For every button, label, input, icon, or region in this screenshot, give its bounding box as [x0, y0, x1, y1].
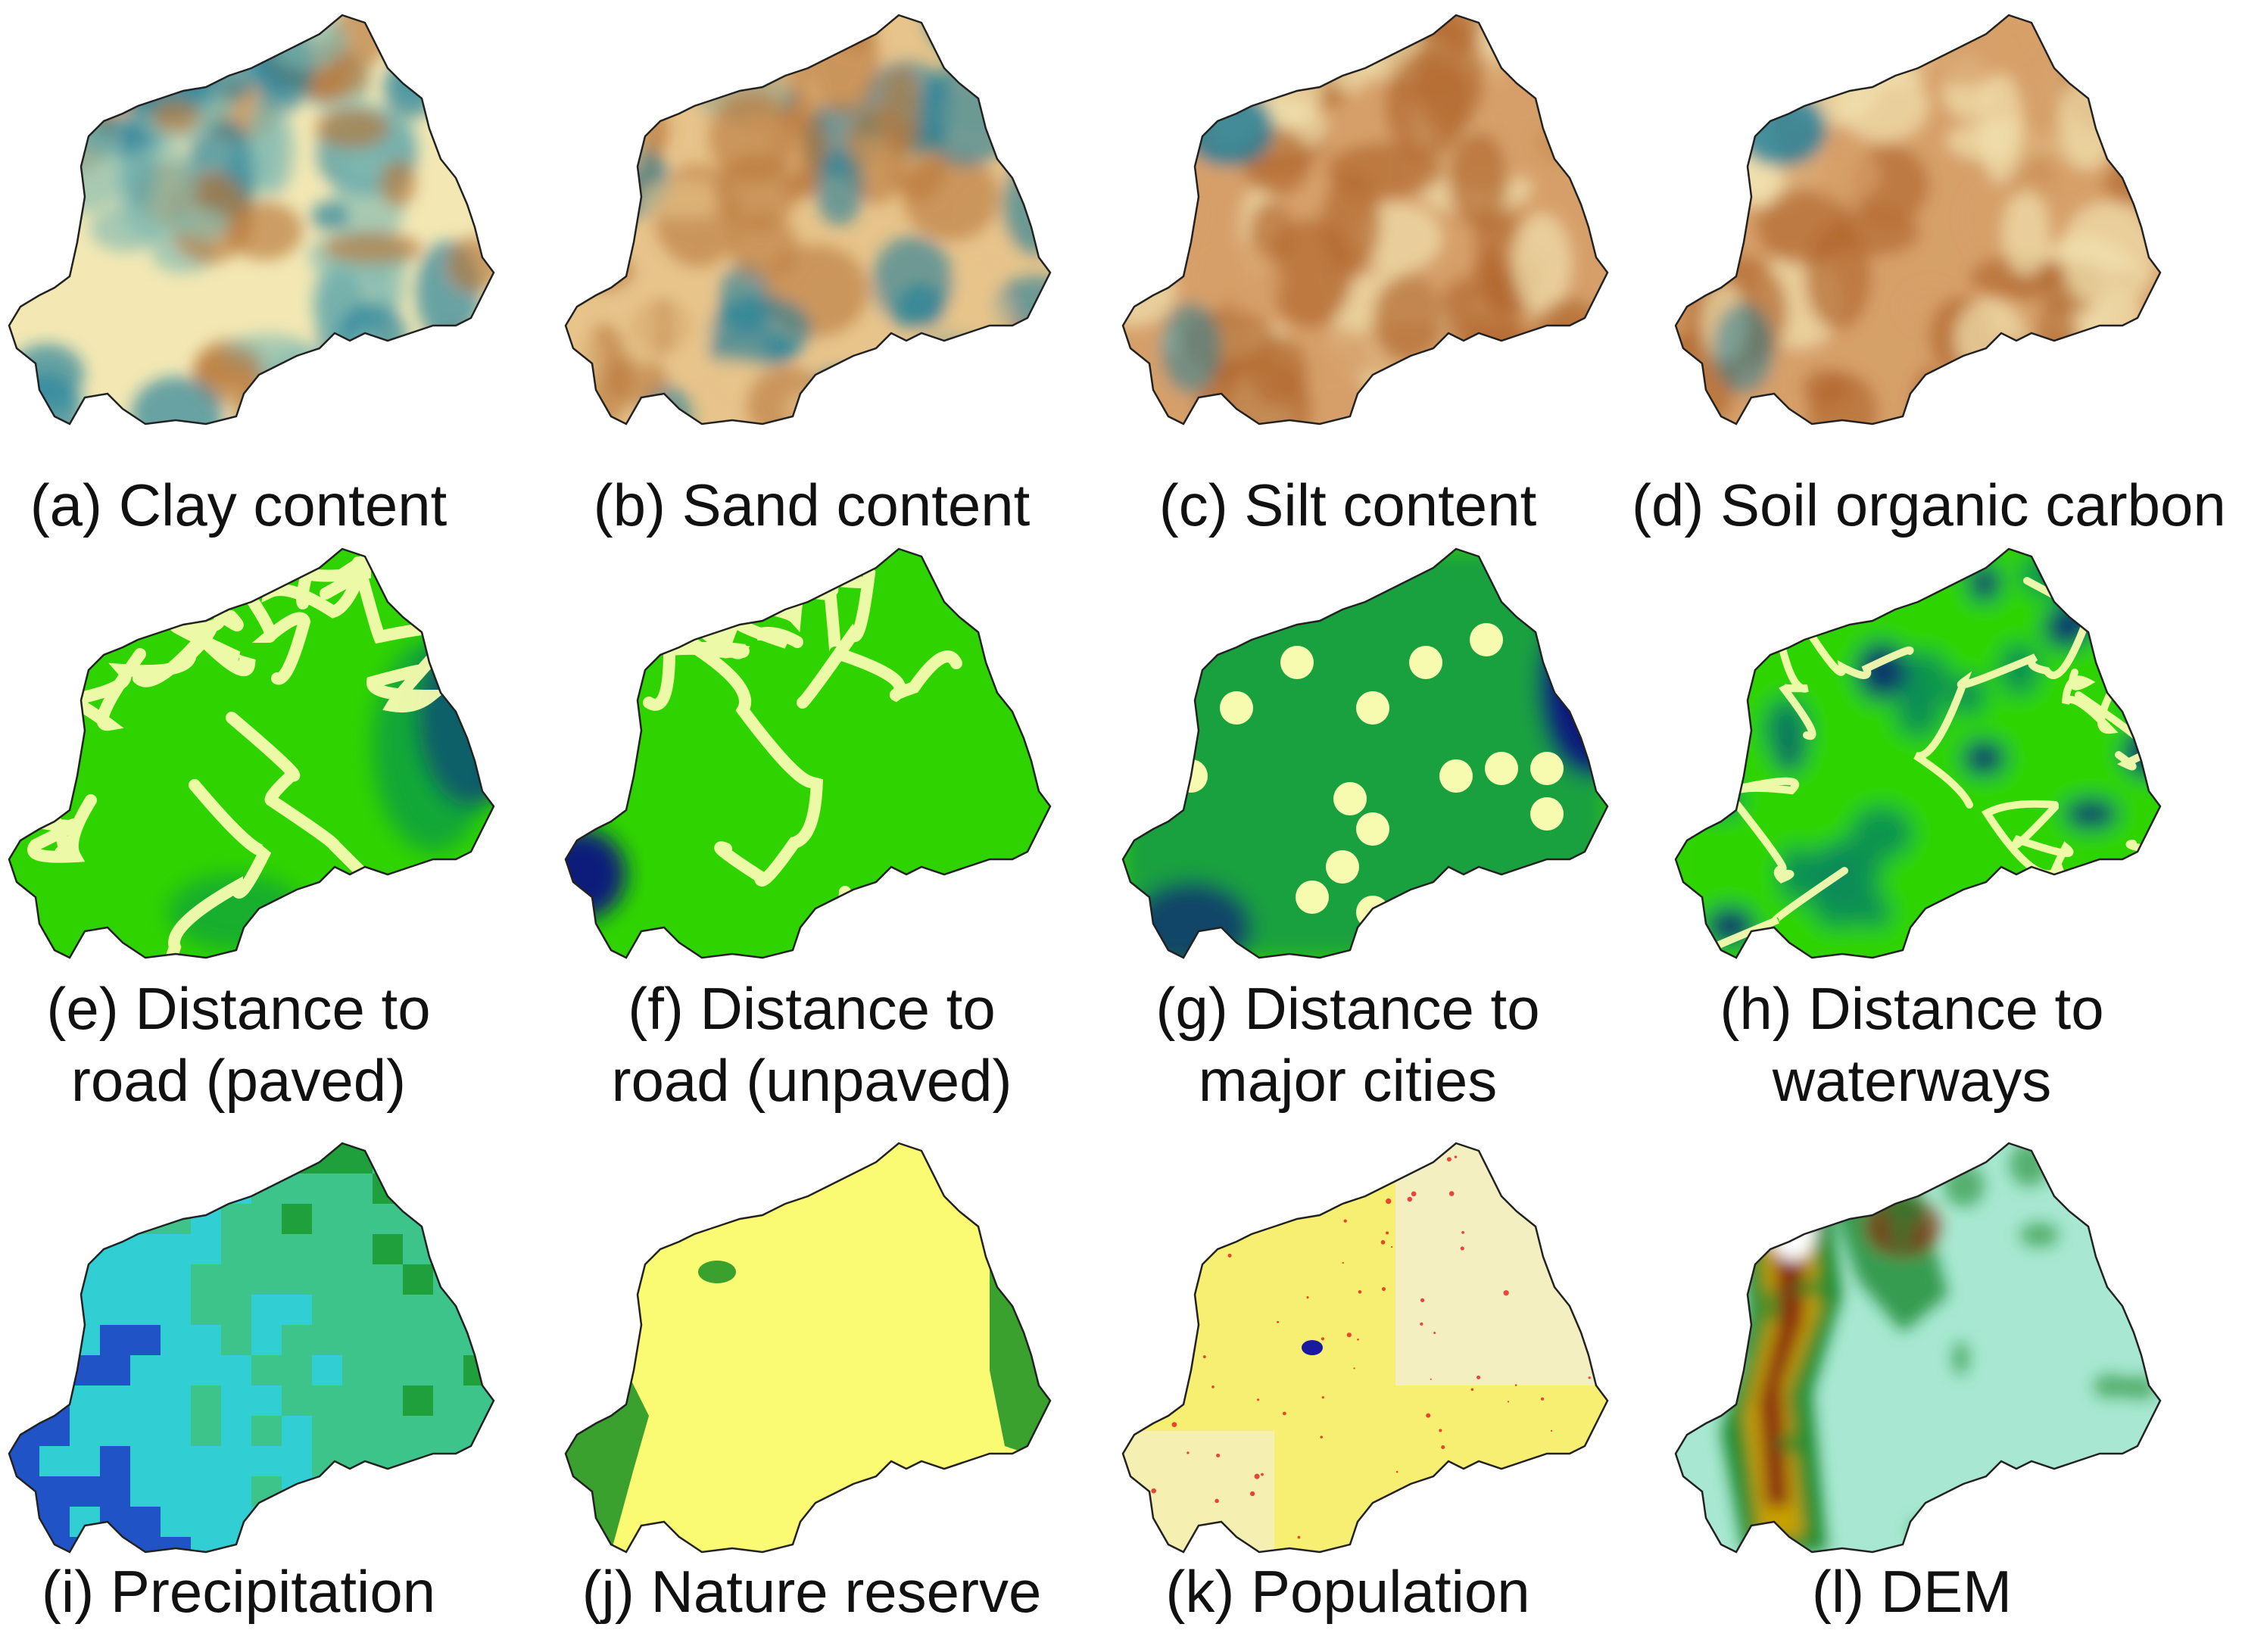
map-panel-f [564, 547, 1052, 959]
map-fill [1123, 15, 1607, 424]
map-panel-b [564, 14, 1052, 425]
caption-k: (k) Population [1165, 1558, 1530, 1625]
country-outline [8, 1142, 495, 1554]
map-fill [1676, 15, 2160, 424]
country-outline [564, 14, 1052, 425]
country-outline [8, 14, 495, 425]
country-outline [8, 547, 495, 959]
caption-h: (h) Distance to [1720, 975, 2104, 1042]
map-f [564, 547, 1052, 959]
map-panel-d [1674, 14, 2162, 425]
map-panel-j [564, 1142, 1052, 1554]
map-fill [1123, 549, 1607, 958]
map-b [564, 14, 1052, 425]
caption-f: (f) Distance to [628, 975, 996, 1042]
map-panel-a [8, 14, 495, 425]
country-outline [564, 1142, 1052, 1554]
map-panel-e [8, 547, 495, 959]
map-fill [9, 549, 494, 958]
country-outline [1674, 14, 2162, 425]
map-d [1674, 14, 2162, 425]
country-outline [1121, 547, 1609, 959]
caption-e-line2: road (paved) [70, 1047, 407, 1114]
map-panel-k [1121, 1142, 1609, 1554]
country-outline [1674, 1142, 2162, 1554]
caption-g: (g) Distance to [1155, 975, 1540, 1042]
caption-e: (e) Distance to [46, 975, 431, 1042]
map-panel-c [1121, 14, 1609, 425]
map-panel-i [8, 1142, 495, 1554]
caption-g-line2: major cities [1198, 1047, 1498, 1114]
country-outline [1121, 1142, 1609, 1554]
map-j [564, 1142, 1052, 1554]
caption-h-line2: waterways [1772, 1047, 2052, 1114]
caption-a: (a) Clay content [30, 472, 447, 538]
caption-j: (j) Nature reserve [582, 1558, 1042, 1625]
country-outline [1121, 14, 1609, 425]
caption-l: (l) DEM [1811, 1558, 2013, 1625]
country-outline [1674, 547, 2162, 959]
map-g [1121, 547, 1609, 959]
map-a [8, 14, 495, 425]
map-l [1674, 1142, 2162, 1554]
map-e [8, 547, 495, 959]
caption-i: (i) Precipitation [41, 1558, 436, 1625]
map-fill [9, 1143, 494, 1552]
caption-b: (b) Sand content [593, 472, 1031, 538]
map-fill [9, 15, 494, 424]
map-panel-h [1674, 547, 2162, 959]
map-panel-l [1674, 1142, 2162, 1554]
map-h [1674, 547, 2162, 959]
caption-f-line2: road (unpaved) [611, 1047, 1012, 1114]
map-fill [1676, 1143, 2160, 1552]
map-k [1121, 1142, 1609, 1554]
map-panel-g [1121, 547, 1609, 959]
caption-c: (c) Silt content [1158, 472, 1537, 538]
map-c [1121, 14, 1609, 425]
map-i [8, 1142, 495, 1554]
country-outline [564, 547, 1052, 959]
caption-d: (d) Soil organic carbon [1632, 472, 2226, 538]
